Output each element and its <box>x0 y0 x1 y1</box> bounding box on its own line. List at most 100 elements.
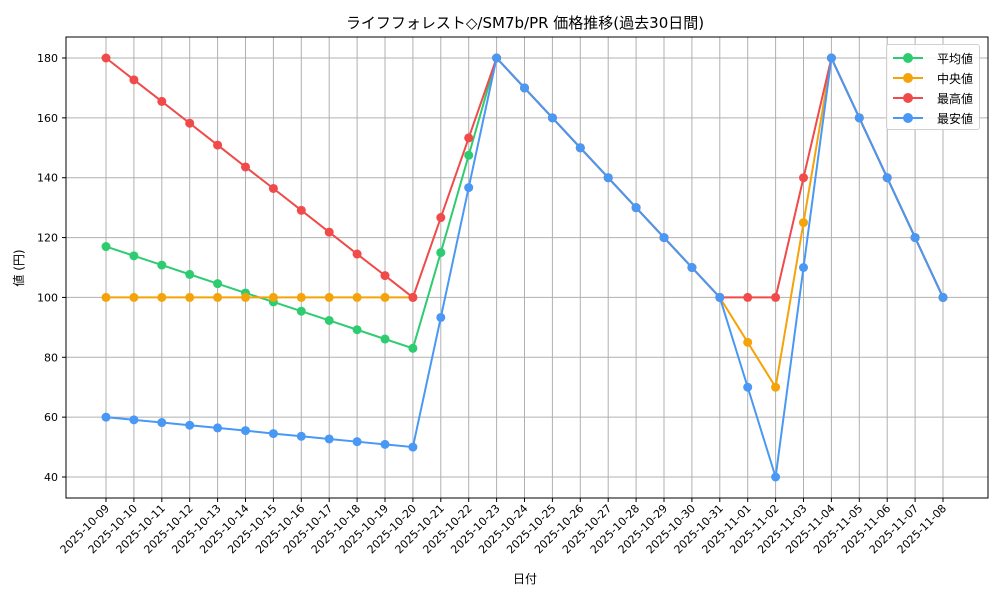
y-tick-label: 100 <box>37 291 58 304</box>
data-point <box>408 442 418 452</box>
data-point <box>185 420 195 430</box>
data-point <box>129 75 139 85</box>
data-point <box>771 382 781 392</box>
y-tick-label: 120 <box>37 232 58 245</box>
data-point <box>910 233 920 243</box>
legend-label: 中央値 <box>937 71 974 86</box>
data-point <box>380 292 390 302</box>
legend-item-max: 最高値 <box>893 89 973 107</box>
data-point <box>408 292 418 302</box>
series-最安値 <box>101 53 948 482</box>
data-point <box>157 96 167 106</box>
data-point <box>771 292 781 302</box>
legend-item-median: 中央値 <box>893 69 973 87</box>
data-point <box>101 53 111 63</box>
data-point <box>743 382 753 392</box>
data-point <box>213 423 223 433</box>
data-point <box>436 312 446 322</box>
data-point <box>157 418 167 428</box>
data-point <box>938 292 948 302</box>
data-point <box>129 251 139 261</box>
data-point <box>380 439 390 449</box>
data-point <box>268 292 278 302</box>
data-point <box>268 429 278 439</box>
grid-lines <box>66 37 988 498</box>
data-point <box>464 133 474 143</box>
data-point <box>743 337 753 347</box>
data-point <box>185 118 195 128</box>
data-point <box>185 292 195 302</box>
data-point <box>324 227 334 237</box>
chart-title: ライフフォレスト◇/SM7b/PR 価格推移(過去30日間) <box>345 14 705 32</box>
data-point <box>547 113 557 123</box>
legend-swatch-average-icon <box>893 49 923 67</box>
data-point <box>324 434 334 444</box>
data-point <box>296 306 306 316</box>
legend: 平均値 中央値 最高値 最安値 <box>886 44 980 130</box>
data-point <box>380 334 390 344</box>
data-point <box>464 183 474 193</box>
data-point <box>631 203 641 213</box>
data-point <box>352 437 362 447</box>
data-point <box>520 83 529 93</box>
y-axis-label: 値 (円) <box>11 249 26 286</box>
data-point <box>296 205 306 215</box>
data-point <box>659 233 669 243</box>
data-point <box>826 53 836 63</box>
data-point <box>854 113 864 123</box>
legend-label: 最高値 <box>937 91 974 106</box>
data-point <box>799 218 808 228</box>
data-point <box>213 292 223 302</box>
legend-swatch-max-icon <box>893 89 923 107</box>
y-tick-label: 60 <box>44 411 58 424</box>
data-point <box>408 343 418 353</box>
plot-frame <box>65 36 989 499</box>
y-tick-label: 80 <box>44 351 58 364</box>
legend-swatch-median-icon <box>893 69 923 87</box>
data-point <box>129 292 139 302</box>
data-point <box>213 279 223 289</box>
data-point <box>799 263 808 272</box>
data-point <box>380 271 390 281</box>
data-point <box>241 162 250 172</box>
data-point <box>296 431 306 441</box>
data-point <box>352 249 362 259</box>
data-point <box>101 292 111 302</box>
data-point <box>324 315 334 325</box>
legend-item-min: 最安値 <box>893 109 973 127</box>
data-point <box>771 472 781 482</box>
data-point <box>575 143 585 153</box>
y-tick-label: 140 <box>37 172 58 185</box>
legend-label: 平均値 <box>937 51 974 66</box>
x-axis-ticks: 2025-10-092025-10-102025-10-112025-10-12… <box>58 498 949 556</box>
data-point <box>241 426 250 436</box>
data-point <box>101 412 111 422</box>
data-point <box>464 150 474 160</box>
legend-label: 最安値 <box>937 111 974 126</box>
data-series <box>101 53 948 482</box>
data-point <box>603 173 613 183</box>
data-point <box>352 292 362 302</box>
data-point <box>296 292 306 302</box>
x-axis-label: 日付 <box>513 572 537 586</box>
y-axis-ticks: 40 60 80 100 120 140 160 180 <box>37 52 66 484</box>
data-point <box>157 292 167 302</box>
data-point <box>324 292 334 302</box>
data-point <box>436 248 446 258</box>
data-point <box>157 260 167 270</box>
y-tick-label: 40 <box>44 471 58 484</box>
legend-item-average: 平均値 <box>893 49 973 67</box>
legend-swatch-min-icon <box>893 109 923 127</box>
data-point <box>687 263 697 272</box>
data-point <box>882 173 892 183</box>
data-point <box>213 140 223 150</box>
data-point <box>185 269 195 279</box>
data-point <box>129 415 139 425</box>
data-point <box>715 292 725 302</box>
data-point <box>436 213 446 223</box>
data-point <box>799 173 808 183</box>
data-point <box>352 325 362 335</box>
data-point <box>743 292 753 302</box>
y-tick-label: 180 <box>37 52 58 65</box>
